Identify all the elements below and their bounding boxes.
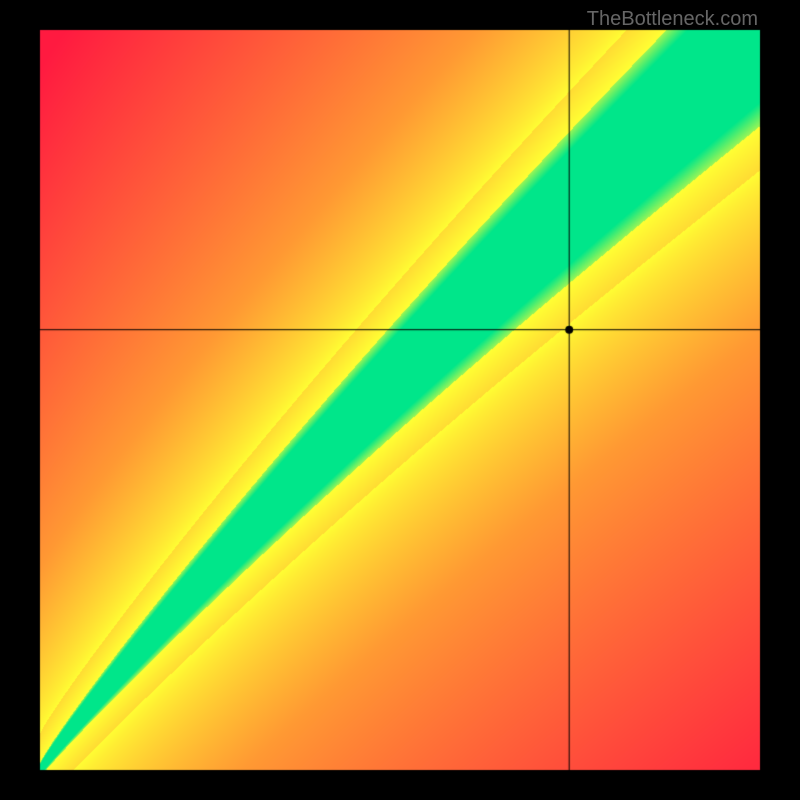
chart-container: TheBottleneck.com xyxy=(0,0,800,800)
bottleneck-heatmap xyxy=(0,0,800,800)
watermark-text: TheBottleneck.com xyxy=(587,8,758,31)
